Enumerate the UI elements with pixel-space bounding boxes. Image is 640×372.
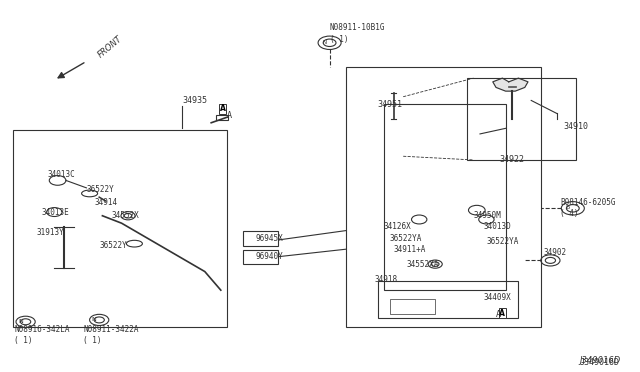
Text: N: N bbox=[92, 317, 97, 322]
Text: FRONT: FRONT bbox=[96, 34, 124, 60]
Bar bbox=[390, 299, 435, 314]
Text: N08911-3422A
( 1): N08911-3422A ( 1) bbox=[83, 325, 139, 345]
Text: 31913Y: 31913Y bbox=[36, 228, 64, 237]
Text: 34935: 34935 bbox=[182, 96, 207, 105]
Text: J349016D: J349016D bbox=[579, 358, 620, 367]
Text: 36522YA: 36522YA bbox=[486, 237, 519, 246]
Text: 34918: 34918 bbox=[374, 275, 397, 283]
Text: 34911+A: 34911+A bbox=[394, 245, 426, 254]
Text: B: B bbox=[566, 205, 570, 210]
Text: 34914: 34914 bbox=[95, 198, 118, 207]
Text: 34409X: 34409X bbox=[483, 293, 511, 302]
Text: 34013E: 34013E bbox=[42, 208, 69, 217]
Text: 36522Y: 36522Y bbox=[86, 185, 114, 194]
Bar bbox=[243, 231, 278, 246]
Text: 34902: 34902 bbox=[544, 248, 567, 257]
Text: 34910: 34910 bbox=[563, 122, 588, 131]
Text: A: A bbox=[496, 310, 501, 319]
Bar bbox=[378, 281, 518, 318]
Polygon shape bbox=[493, 78, 528, 91]
Text: A: A bbox=[220, 105, 226, 113]
Text: 34126X: 34126X bbox=[384, 222, 412, 231]
Bar bbox=[467, 78, 576, 160]
Bar bbox=[346, 67, 541, 327]
Bar bbox=[243, 250, 278, 264]
Text: 34922: 34922 bbox=[499, 155, 524, 164]
Text: N: N bbox=[323, 39, 326, 45]
Text: 34951: 34951 bbox=[378, 100, 403, 109]
Text: 34552XA: 34552XA bbox=[406, 260, 439, 269]
Text: 36522YA: 36522YA bbox=[389, 234, 422, 243]
Text: N08911-10B1G
( 1): N08911-10B1G ( 1) bbox=[330, 23, 385, 44]
Text: 34013C: 34013C bbox=[48, 170, 76, 179]
Text: 36522Y: 36522Y bbox=[99, 241, 127, 250]
Bar bbox=[216, 115, 228, 120]
Bar bbox=[13, 130, 227, 327]
Text: N08916-342LA
( 1): N08916-342LA ( 1) bbox=[14, 325, 70, 345]
Text: 34552X: 34552X bbox=[112, 211, 140, 220]
Text: J349016D: J349016D bbox=[580, 356, 621, 365]
Bar bbox=[384, 104, 506, 290]
Text: 96945X: 96945X bbox=[256, 234, 284, 243]
Text: A: A bbox=[499, 309, 506, 318]
Text: 34950M: 34950M bbox=[474, 211, 501, 220]
Text: A: A bbox=[227, 111, 232, 120]
Text: 96940Y: 96940Y bbox=[256, 252, 284, 261]
Text: B08146-6205G
( 4): B08146-6205G ( 4) bbox=[560, 198, 616, 218]
Text: N: N bbox=[19, 318, 24, 324]
Text: 34013D: 34013D bbox=[483, 222, 511, 231]
